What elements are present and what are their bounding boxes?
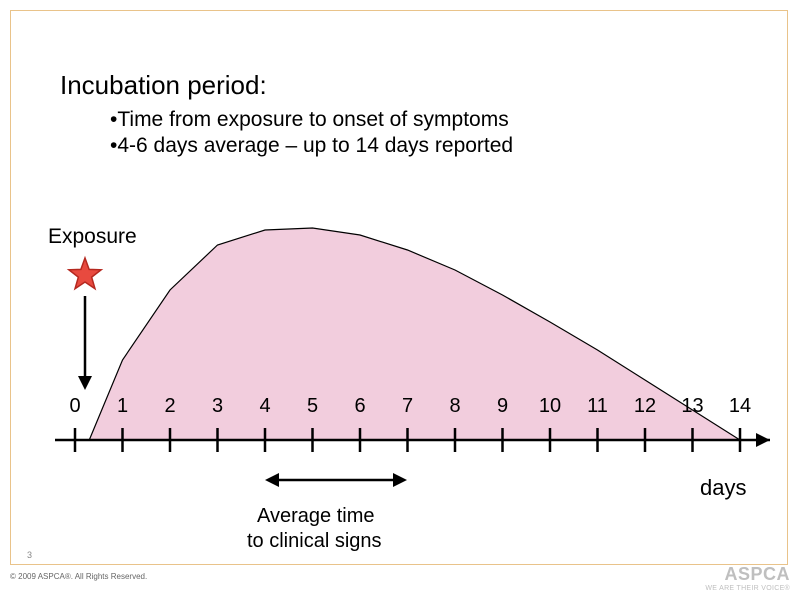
tick-label-9: 9 (497, 395, 508, 417)
x-axis-arrowhead (756, 433, 770, 447)
tick-label-6: 6 (354, 395, 365, 417)
tick-label-1: 1 (117, 395, 128, 417)
tick-label-14: 14 (729, 395, 751, 417)
tick-label-2: 2 (164, 395, 175, 417)
range-arrowhead-right (393, 473, 407, 487)
tick-label-10: 10 (539, 395, 561, 417)
logo-main: ASPCA (705, 564, 790, 585)
tick-label-11: 11 (587, 395, 608, 417)
tick-label-13: 13 (681, 395, 703, 417)
exposure-star-icon (69, 258, 101, 289)
diagram-svg: 01234567891011121314 (0, 0, 800, 600)
tick-label-7: 7 (402, 395, 413, 417)
tick-label-8: 8 (449, 395, 460, 417)
tick-label-3: 3 (212, 395, 223, 417)
copyright: © 2009 ASPCA®. All Rights Reserved. (10, 572, 147, 581)
exposure-arrowhead (78, 376, 92, 390)
tick-label-5: 5 (307, 395, 318, 417)
tick-label-0: 0 (69, 395, 80, 417)
range-arrowhead-left (265, 473, 279, 487)
footer-logo: ASPCA WE ARE THEIR VOICE® (705, 564, 790, 592)
tick-label-4: 4 (259, 395, 270, 417)
tick-label-12: 12 (634, 395, 656, 417)
logo-sub: WE ARE THEIR VOICE® (705, 585, 790, 592)
